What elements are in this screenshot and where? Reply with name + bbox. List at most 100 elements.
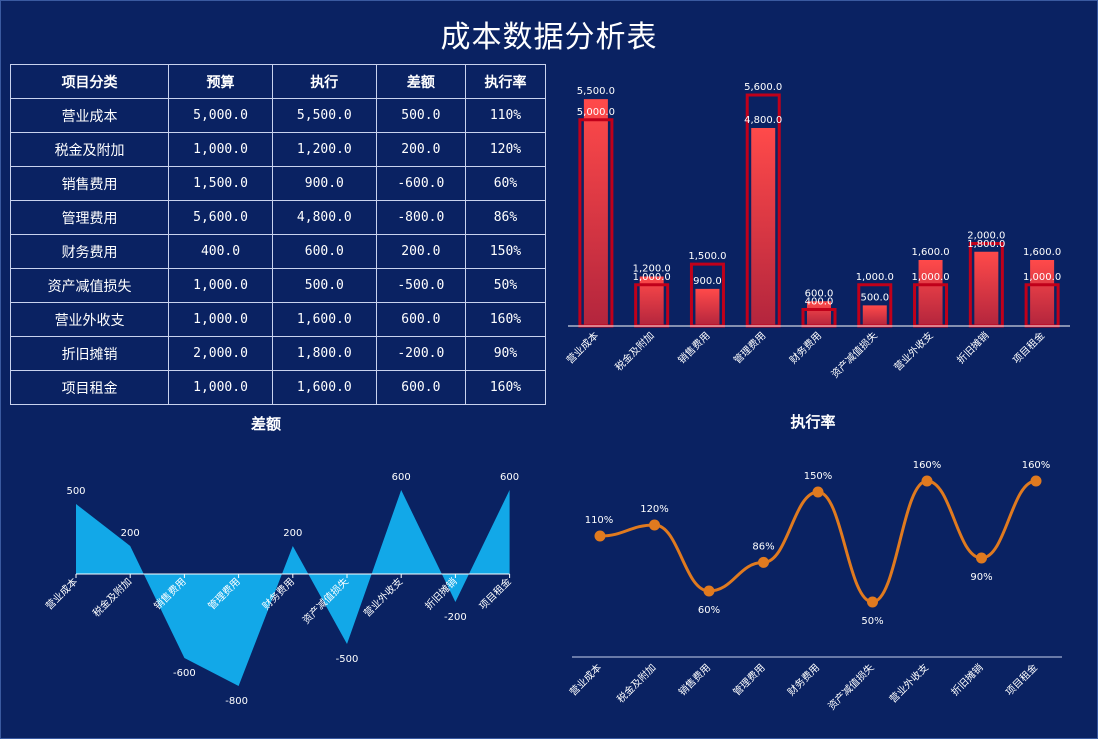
cell-category: 资产减值损失 xyxy=(9,268,170,303)
cell-actual: 1,800.0 xyxy=(271,336,377,371)
actual-data-label: 5,500.0 xyxy=(577,86,615,97)
difference-area xyxy=(76,490,510,686)
x-tick-label: 营业成本 xyxy=(43,575,80,612)
chart-title: 执行率 xyxy=(790,413,835,431)
difference-data-label: -500 xyxy=(336,654,359,665)
x-tick-label: 管理费用 xyxy=(731,329,768,366)
cell-category: 销售费用 xyxy=(9,166,170,201)
rate-marker xyxy=(649,519,660,531)
cell-difference: 200.0 xyxy=(375,234,466,269)
x-tick-label: 管理费用 xyxy=(730,661,767,698)
x-tick-label: 项目租金 xyxy=(1010,329,1047,366)
cell-budget: 1,000.0 xyxy=(168,302,273,337)
cell-rate: 90% xyxy=(464,336,547,371)
x-tick-label: 营业成本 xyxy=(567,661,604,698)
x-tick-label: 资产减值损失 xyxy=(825,661,877,713)
cell-budget: 5,000.0 xyxy=(168,98,273,133)
budget-data-label: 400.0 xyxy=(805,297,834,308)
x-tick-label: 营业外收支 xyxy=(887,661,932,706)
x-tick-label: 资产减值损失 xyxy=(828,329,880,381)
actual-data-label: 4,800.0 xyxy=(744,115,782,126)
execution-rate-line-chart: 执行率 110% 120% 60% 86% 150% 50% 160% 90% 160% 营业成本税… xyxy=(567,413,1062,713)
difference-data-label: -800 xyxy=(225,696,248,707)
difference-data-label: -600 xyxy=(173,668,196,679)
cell-difference: -600.0 xyxy=(375,166,466,201)
cell-rate: 160% xyxy=(464,370,547,405)
header-category: 项目分类 xyxy=(9,64,170,99)
cell-category: 营业外收支 xyxy=(9,302,170,337)
table-row: 折旧摊销 2,000.0 1,800.0 -200.0 90% xyxy=(9,336,547,371)
x-tick-label: 营业成本 xyxy=(564,329,601,366)
actual-data-label: 500.0 xyxy=(860,292,889,303)
cell-rate: 120% xyxy=(464,132,547,167)
rate-marker xyxy=(758,556,769,568)
cell-budget: 1,000.0 xyxy=(168,132,273,167)
cell-rate: 150% xyxy=(464,234,547,269)
cell-actual: 500.0 xyxy=(271,268,377,303)
cell-difference: -500.0 xyxy=(375,268,466,303)
header-budget: 预算 xyxy=(168,64,273,99)
difference-data-label: 600 xyxy=(392,472,411,483)
cell-actual: 1,600.0 xyxy=(271,302,377,337)
rate-marker xyxy=(1030,475,1042,487)
difference-data-label: 200 xyxy=(121,528,140,539)
x-tick-label: 税金及附加 xyxy=(90,575,135,620)
cell-actual: 1,200.0 xyxy=(271,132,377,167)
cell-category: 营业成本 xyxy=(9,98,170,133)
table-row: 营业外收支 1,000.0 1,600.0 600.0 160% xyxy=(9,302,547,337)
table-row: 销售费用 1,500.0 900.0 -600.0 60% xyxy=(9,166,547,201)
cell-budget: 5,600.0 xyxy=(168,200,273,235)
cell-rate: 86% xyxy=(464,200,547,235)
cell-budget: 1,000.0 xyxy=(168,370,273,405)
cell-actual: 4,800.0 xyxy=(271,200,377,235)
actual-bar xyxy=(918,260,943,326)
cell-category: 财务费用 xyxy=(9,234,170,269)
budget-data-label: 5,600.0 xyxy=(744,82,782,93)
table-row: 营业成本 5,000.0 5,500.0 500.0 110% xyxy=(9,98,547,133)
actual-data-label: 600.0 xyxy=(805,288,834,299)
table-row: 资产减值损失 1,000.0 500.0 -500.0 50% xyxy=(9,268,547,303)
actual-bar xyxy=(862,305,887,326)
page-title: 成本数据分析表 xyxy=(440,20,658,55)
x-tick-label: 财务费用 xyxy=(785,661,822,698)
cell-difference: -200.0 xyxy=(375,336,466,371)
x-tick-label: 税金及附加 xyxy=(612,329,657,374)
x-tick-label: 营业外收支 xyxy=(891,329,936,374)
x-tick-label: 销售费用 xyxy=(675,329,712,366)
rate-data-label: 160% xyxy=(1022,460,1051,471)
cell-actual: 600.0 xyxy=(271,234,377,269)
cell-budget: 400.0 xyxy=(168,234,273,269)
cell-rate: 60% xyxy=(464,166,547,201)
cell-difference: 500.0 xyxy=(375,98,466,133)
cell-category: 管理费用 xyxy=(9,200,170,235)
actual-data-label: 1,600.0 xyxy=(911,247,949,258)
table-row: 财务费用 400.0 600.0 200.0 150% xyxy=(9,234,547,269)
header-actual: 执行 xyxy=(271,64,377,99)
difference-data-label: -200 xyxy=(444,612,467,623)
x-tick-label: 财务费用 xyxy=(787,329,824,366)
header-execution-rate: 执行率 xyxy=(464,64,547,99)
cell-budget: 2,000.0 xyxy=(168,336,273,371)
actual-data-label: 1,800.0 xyxy=(967,239,1005,250)
cell-category: 折旧摊销 xyxy=(9,336,170,371)
rate-marker xyxy=(703,585,715,597)
cell-difference: 600.0 xyxy=(375,370,466,405)
rate-marker xyxy=(976,552,987,564)
cell-category: 税金及附加 xyxy=(9,132,170,167)
actual-bar xyxy=(751,128,776,326)
rate-data-label: 60% xyxy=(698,605,720,616)
actual-bar xyxy=(807,301,831,326)
cell-actual: 5,500.0 xyxy=(271,98,377,133)
table-row: 税金及附加 1,000.0 1,200.0 200.0 120% xyxy=(9,132,547,167)
x-tick-label: 折旧摊销 xyxy=(954,329,991,366)
cell-actual: 1,600.0 xyxy=(271,370,377,405)
x-tick-label: 销售费用 xyxy=(676,661,713,698)
rate-data-label: 120% xyxy=(640,504,669,515)
cell-rate: 110% xyxy=(464,98,547,133)
table-header-row: 项目分类 预算 执行 差额 执行率 xyxy=(9,64,547,99)
difference-data-label: 500 xyxy=(66,486,85,497)
rate-data-label: 110% xyxy=(585,515,614,526)
actual-bar xyxy=(695,288,720,326)
actual-bar xyxy=(583,99,608,326)
actual-data-label: 1,600.0 xyxy=(1023,247,1061,258)
